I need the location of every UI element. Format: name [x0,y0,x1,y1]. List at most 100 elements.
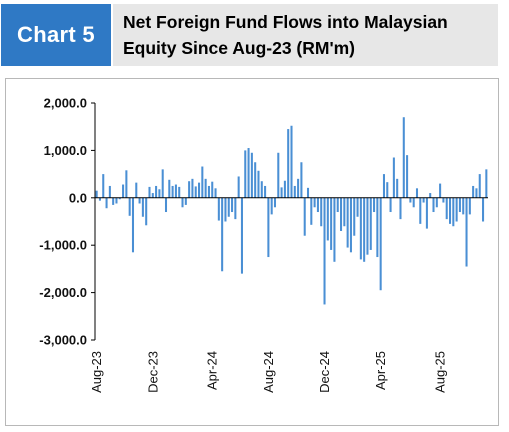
bar [323,197,326,305]
bar [287,129,290,198]
bar [131,197,135,253]
bar [148,186,151,198]
x-tick-label: Apr-24 [205,351,220,390]
bar [273,197,277,208]
bar [98,197,101,201]
bar [237,176,240,198]
bar [310,197,313,225]
bar [382,174,385,198]
y-tick-label: -2,000.0 [39,285,87,300]
bar [303,197,306,236]
bar [95,190,98,198]
bar [168,179,171,198]
y-tick-label: -1,000.0 [39,238,87,253]
bar [217,197,220,221]
bar [346,197,349,248]
bar [161,169,164,198]
bar [366,197,369,255]
bar [412,197,415,208]
bar [482,197,485,222]
bar [207,185,210,198]
bar [201,166,204,198]
bar [326,197,329,241]
bar [389,197,392,213]
bar [369,197,372,250]
bar [353,197,356,236]
bar [211,181,214,198]
bar [135,182,138,198]
bar [115,197,118,204]
bar [379,197,382,291]
bar [399,197,402,220]
bar [231,197,234,213]
bar [234,197,237,220]
bar [145,197,148,226]
x-tick-label: Dec-23 [145,351,160,393]
bar [141,197,144,217]
bar [293,185,296,198]
bar [415,188,419,198]
bar [402,117,405,198]
bar [475,188,478,198]
chart-title: Net Foreign Fund Flows into Malaysian Eq… [113,4,498,66]
x-tick-label: Aug-24 [261,351,276,393]
bar [267,197,270,258]
bar [171,185,174,198]
bar [330,197,333,250]
bar [340,197,343,231]
bar [468,197,471,215]
bar [333,197,336,262]
bar [439,183,442,198]
bar [445,197,448,220]
bar [485,169,488,198]
bar [270,197,273,215]
bar [264,185,267,198]
bar [151,193,154,198]
bar [452,197,455,227]
chart-frame: 2,000.0 1,000.0 0.0 -1,000.0 -2,000.0 -3,000.… [5,78,499,426]
bar [359,197,362,260]
bar [336,197,339,213]
bar [316,197,319,213]
bar [174,184,177,198]
bar [462,197,465,215]
bar [118,197,121,200]
bar [158,189,161,198]
bar [260,181,263,198]
bar [194,186,197,198]
x-tick-label: Aug-25 [433,351,448,393]
bar [465,197,468,267]
bar [108,185,111,198]
bar [198,182,201,198]
bar [221,197,224,272]
bar [244,150,247,198]
bar [290,125,293,198]
bar [257,170,260,198]
bar [155,185,158,198]
bar [409,197,412,203]
bar [349,197,352,253]
x-tick-label: Apr-25 [373,351,388,390]
bar [392,157,395,198]
bar [297,178,300,198]
y-tick-label: -3,000.0 [39,333,87,348]
bar [419,197,422,224]
bar [373,197,376,213]
bar [105,197,108,209]
bar [102,174,105,198]
bar [181,197,184,208]
bar [128,197,131,216]
bar [184,197,187,205]
bar [432,197,435,213]
bar [376,197,379,258]
y-tick-label: 2,000.0 [44,96,87,111]
bar [224,197,227,222]
bar [356,197,359,217]
bar [283,180,286,198]
bar [112,197,115,205]
bar [214,188,217,198]
bar [306,187,310,198]
bar [449,197,452,224]
bar [247,148,250,198]
chart-number-badge: Chart 5 [1,4,111,66]
